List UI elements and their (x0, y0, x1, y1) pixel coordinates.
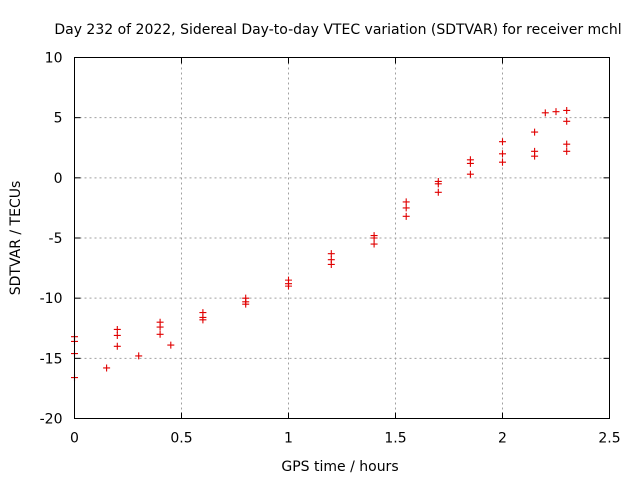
data-point (103, 364, 111, 372)
data-point (402, 204, 410, 212)
data-point (156, 330, 164, 338)
x-tick-label: 1 (284, 431, 293, 447)
data-point (113, 325, 121, 333)
data-point (563, 106, 571, 114)
data-point (499, 150, 506, 158)
data-point (327, 260, 335, 268)
x-tick-label: 0.5 (170, 431, 192, 447)
series-track-3 (71, 147, 571, 358)
y-tick-label: -10 (40, 291, 63, 307)
tick-labels: 0 0.5 1 1.5 2 2.5 10 5 0 -5 -10 -15 -20 (40, 51, 621, 447)
y-tick-label: 5 (54, 111, 63, 127)
data-point (552, 108, 560, 116)
data-point (531, 128, 539, 136)
x-tick-label: 0 (70, 431, 79, 447)
y-tick-label: -15 (40, 351, 63, 367)
data-point (285, 282, 292, 290)
y-tick-label: 0 (54, 171, 63, 187)
series-track-4 (71, 341, 175, 382)
data-point (167, 341, 175, 349)
x-tick-label: 1.5 (384, 431, 406, 447)
plot-frame (74, 57, 610, 419)
x-tick-label: 2.5 (598, 431, 620, 447)
chart-title: Day 232 of 2022, Sidereal Day-to-day VTE… (54, 22, 621, 38)
y-tick-label: -5 (49, 231, 63, 247)
data-point (531, 152, 539, 160)
data-point (402, 198, 410, 206)
y-tick-label: -20 (40, 412, 63, 428)
data-point (113, 342, 121, 350)
data-point (370, 232, 378, 240)
x-axis-label: GPS time / hours (281, 459, 398, 475)
series-track-2 (71, 117, 571, 345)
data-point (327, 250, 335, 258)
data-point (242, 300, 250, 308)
data-points (71, 106, 571, 382)
data-point (156, 323, 164, 331)
y-tick-label: 10 (45, 51, 63, 67)
data-point (370, 240, 378, 248)
data-point (499, 138, 506, 146)
series-track-5 (541, 106, 571, 117)
data-point (563, 117, 571, 125)
y-axis-label: SDTVAR / TECUs (8, 181, 24, 296)
data-point (466, 170, 474, 178)
data-point (135, 352, 143, 360)
data-point (434, 188, 442, 196)
data-point (563, 140, 571, 148)
x-tick-label: 2 (498, 431, 507, 447)
data-point (466, 156, 474, 164)
data-point (199, 316, 207, 324)
data-point (113, 331, 121, 339)
data-point (541, 109, 549, 117)
data-point (402, 212, 410, 220)
series-track-1 (71, 140, 571, 341)
data-point (563, 147, 571, 155)
grid (74, 57, 610, 419)
data-point (434, 180, 442, 188)
data-point (499, 158, 506, 166)
